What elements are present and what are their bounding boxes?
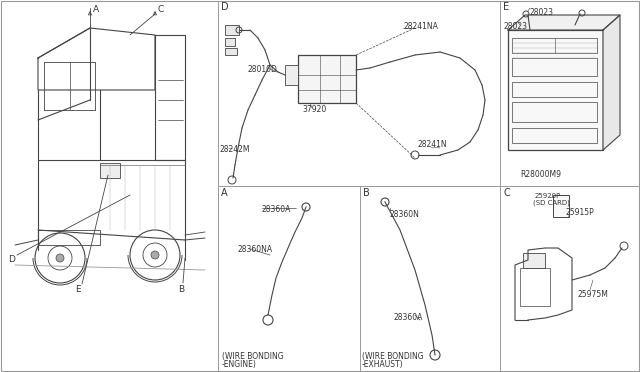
Bar: [225, 25, 239, 35]
Bar: [100, 163, 120, 178]
Text: D: D: [221, 2, 228, 12]
Text: C: C: [503, 188, 509, 198]
Text: 28023: 28023: [530, 8, 554, 17]
Text: A: A: [93, 5, 99, 14]
Text: B: B: [178, 285, 184, 294]
Bar: [285, 65, 298, 85]
Bar: [512, 128, 597, 143]
Text: 28360NA: 28360NA: [237, 245, 272, 254]
Bar: [553, 195, 569, 217]
Text: 28241N: 28241N: [418, 140, 447, 149]
Bar: [508, 30, 603, 150]
Text: A: A: [221, 188, 228, 198]
Bar: [512, 58, 597, 76]
Bar: [38, 230, 100, 245]
Text: E: E: [503, 2, 509, 12]
Text: 28010D: 28010D: [248, 65, 278, 74]
Text: 28242M: 28242M: [219, 145, 250, 154]
Text: B: B: [363, 188, 370, 198]
Text: -EXHAUST): -EXHAUST): [362, 360, 404, 369]
Text: C: C: [158, 5, 164, 14]
Text: -ENGINE): -ENGINE): [222, 360, 257, 369]
Circle shape: [56, 254, 64, 262]
Text: D: D: [8, 255, 15, 264]
Text: 37920: 37920: [302, 105, 326, 114]
Text: E: E: [75, 285, 81, 294]
Bar: [298, 55, 356, 103]
Bar: [512, 38, 597, 53]
Text: 25920P: 25920P: [535, 193, 561, 199]
Text: 28360N: 28360N: [390, 210, 420, 219]
Bar: [523, 253, 545, 268]
Polygon shape: [508, 15, 620, 30]
Text: 28023: 28023: [503, 22, 527, 31]
Text: (WIRE BONDING: (WIRE BONDING: [362, 352, 424, 361]
Text: (WIRE BONDING: (WIRE BONDING: [222, 352, 284, 361]
Text: (SD CARD): (SD CARD): [533, 199, 570, 205]
Bar: [225, 48, 237, 55]
Text: 28360A: 28360A: [262, 205, 291, 214]
Text: R28000M9: R28000M9: [520, 170, 561, 179]
Text: 25975M: 25975M: [578, 290, 609, 299]
Bar: [520, 268, 550, 306]
Bar: [512, 82, 597, 97]
Bar: [225, 38, 235, 46]
Text: 28360A: 28360A: [393, 313, 422, 322]
Text: 25915P: 25915P: [565, 208, 594, 217]
Polygon shape: [603, 15, 620, 150]
Circle shape: [151, 251, 159, 259]
Bar: [512, 102, 597, 122]
Text: 28241NA: 28241NA: [403, 22, 438, 31]
